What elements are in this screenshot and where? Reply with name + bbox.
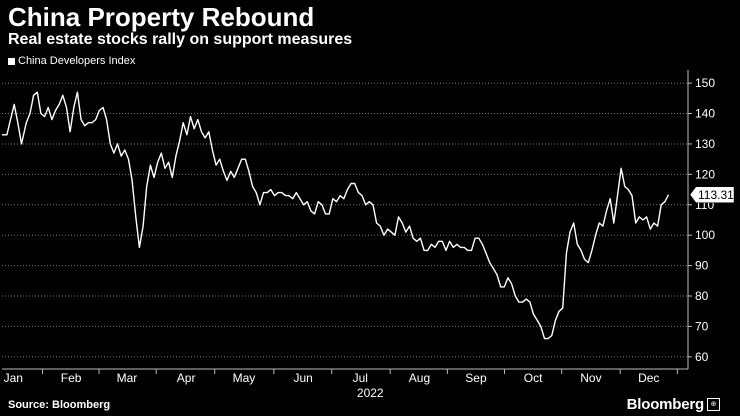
x-tick-label-jul: Jul: [353, 371, 368, 385]
legend: China Developers Index: [8, 55, 135, 67]
x-tick-label-jan: Jan: [4, 371, 23, 385]
x-tick-label-apr: Apr: [177, 371, 196, 385]
x-tick-label-dec: Dec: [638, 371, 659, 385]
bloomberg-logo: Bloomberg ⊕: [627, 396, 720, 413]
y-tick-label-80: 80: [695, 289, 709, 303]
x-tick-label-sep: Sep: [465, 371, 487, 385]
legend-label: China Developers Index: [18, 55, 136, 67]
brand-name: Bloomberg: [626, 396, 705, 413]
y-tick-label-60: 60: [695, 350, 709, 364]
last-value-label: 113.31: [698, 188, 734, 202]
x-tick-label-mar: Mar: [117, 371, 138, 385]
x-tick-label-jun: Jun: [293, 371, 312, 385]
y-tick-label-140: 140: [695, 107, 715, 121]
source-note: Source: Bloomberg: [8, 399, 111, 411]
series-line-china-developers-index: [2, 91, 670, 340]
brand-mark-icon: ⊕: [707, 398, 720, 411]
x-tick-label-oct: Oct: [524, 371, 543, 385]
y-tick-label-70: 70: [695, 319, 709, 333]
last-value-callout: [689, 186, 735, 203]
chart-title: China Property Rebound: [8, 2, 315, 32]
x-tick-label-feb: Feb: [61, 371, 82, 385]
legend-swatch: [8, 57, 15, 65]
chart-subtitle: Real estate stocks rally on support meas…: [8, 31, 353, 48]
x-tick-label-may: May: [233, 371, 256, 385]
x-tick-label-aug: Aug: [409, 371, 430, 385]
y-tick-label-90: 90: [695, 259, 709, 273]
y-tick-label-100: 100: [695, 228, 715, 242]
x-tick-label-nov: Nov: [580, 371, 601, 385]
y-tick-label-150: 150: [695, 76, 715, 90]
y-tick-label-120: 120: [695, 167, 715, 181]
y-tick-label-130: 130: [695, 137, 715, 151]
x-year-label: 2022: [357, 386, 384, 400]
